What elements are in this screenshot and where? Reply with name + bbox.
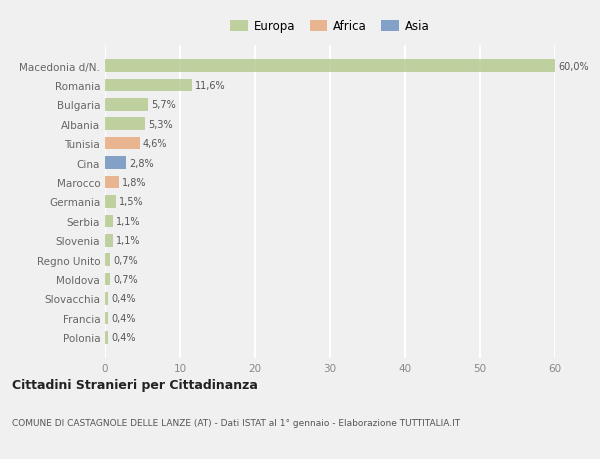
Text: 2,8%: 2,8% <box>129 158 154 168</box>
Bar <box>105 79 192 92</box>
Text: 1,1%: 1,1% <box>116 236 141 246</box>
Text: 1,1%: 1,1% <box>116 216 141 226</box>
Bar <box>105 60 555 73</box>
Bar <box>105 312 108 325</box>
Text: 60,0%: 60,0% <box>558 62 589 71</box>
Bar <box>105 99 148 112</box>
Legend: Europa, Africa, Asia: Europa, Africa, Asia <box>227 17 433 37</box>
Bar <box>105 292 108 305</box>
Bar <box>105 138 139 150</box>
Text: 1,8%: 1,8% <box>121 178 146 188</box>
Text: 0,7%: 0,7% <box>113 274 138 285</box>
Bar <box>105 273 110 286</box>
Bar <box>105 331 108 344</box>
Bar <box>105 196 116 208</box>
Text: 0,4%: 0,4% <box>111 333 136 342</box>
Text: 5,3%: 5,3% <box>148 119 172 129</box>
Text: 0,4%: 0,4% <box>111 294 136 304</box>
Text: 5,7%: 5,7% <box>151 100 176 110</box>
Text: Cittadini Stranieri per Cittadinanza: Cittadini Stranieri per Cittadinanza <box>12 379 258 392</box>
Bar <box>105 118 145 131</box>
Bar <box>105 254 110 266</box>
Bar <box>105 215 113 228</box>
Text: 0,7%: 0,7% <box>113 255 138 265</box>
Bar <box>105 157 126 169</box>
Text: 0,4%: 0,4% <box>111 313 136 323</box>
Text: 1,5%: 1,5% <box>119 197 144 207</box>
Bar <box>105 235 113 247</box>
Text: COMUNE DI CASTAGNOLE DELLE LANZE (AT) - Dati ISTAT al 1° gennaio - Elaborazione : COMUNE DI CASTAGNOLE DELLE LANZE (AT) - … <box>12 418 460 427</box>
Text: 4,6%: 4,6% <box>143 139 167 149</box>
Text: 11,6%: 11,6% <box>195 81 226 91</box>
Bar <box>105 176 119 189</box>
